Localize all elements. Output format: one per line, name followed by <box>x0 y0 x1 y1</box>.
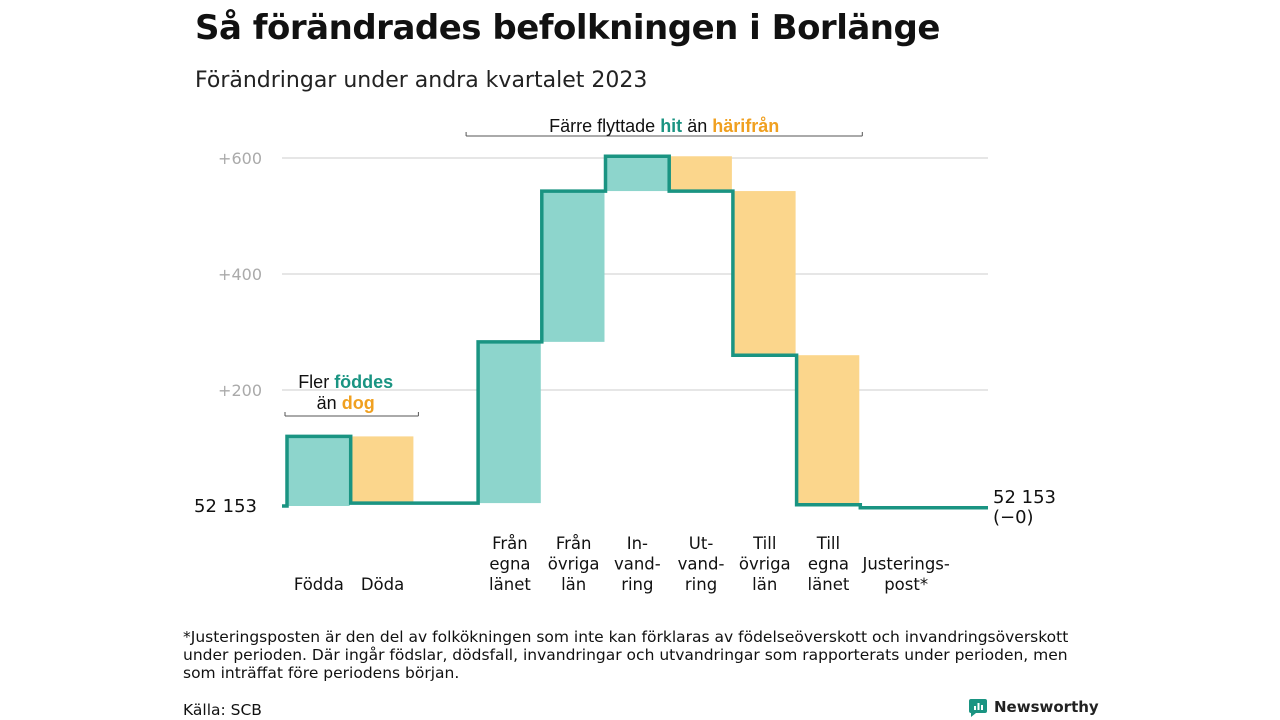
brand-logo: Newsworthy <box>968 697 1099 717</box>
bar-0 <box>287 436 350 506</box>
annotations: Färre flyttade hit än härifrån Fler födde… <box>284 116 863 417</box>
step-line-group <box>282 154 988 510</box>
bar-4 <box>541 191 605 342</box>
category-label: Födda <box>294 575 344 594</box>
bar-7 <box>732 191 796 356</box>
waterfall-chart: +200 +400 +600 Födda Döda Från egna länet Från öv… <box>194 116 1056 594</box>
category-label: Döda <box>361 575 404 594</box>
step-line <box>282 154 988 510</box>
bar-5 <box>605 156 669 192</box>
category-label: Från övriga län <box>548 534 600 594</box>
end-value-label: 52 153 (−0) <box>993 487 1056 528</box>
newsworthy-logo-icon <box>969 699 987 717</box>
y-tick-label: +200 <box>218 381 262 400</box>
labels: +200 +400 +600 Födda Döda Från egna länet Från öv… <box>194 149 1056 594</box>
category-label: Till egna länet <box>808 534 850 594</box>
category-label: Från egna länet <box>489 534 531 594</box>
category-label: Justerings-post* <box>861 555 949 595</box>
brand-name: Newsworthy <box>994 698 1099 716</box>
bar-1 <box>350 436 414 504</box>
chart-title: Så förändrades befolkningen i Borlänge <box>195 8 940 48</box>
bar-3 <box>478 341 541 504</box>
annotation-migration: Färre flyttade hit än härifrån <box>549 116 779 136</box>
y-tick-label: +400 <box>218 265 262 284</box>
category-label: Till övriga län <box>739 534 791 594</box>
annotation-births: Fler föddes än dog <box>298 372 393 413</box>
category-label: Ut-vand-ring <box>678 534 725 594</box>
bar-8 <box>796 355 860 505</box>
chart-subtitle: Förändringar under andra kvartalet 2023 <box>195 68 648 93</box>
footnote: *Justeringsposten är den del av folkökni… <box>183 628 1069 682</box>
bars <box>287 156 860 506</box>
y-tick-label: +600 <box>218 149 262 168</box>
category-label: In-vand-ring <box>614 534 661 594</box>
bar-6 <box>669 156 732 192</box>
start-value-label: 52 153 <box>194 496 257 517</box>
grid-lines <box>282 157 988 391</box>
source-note: Källa: SCB <box>183 701 262 719</box>
